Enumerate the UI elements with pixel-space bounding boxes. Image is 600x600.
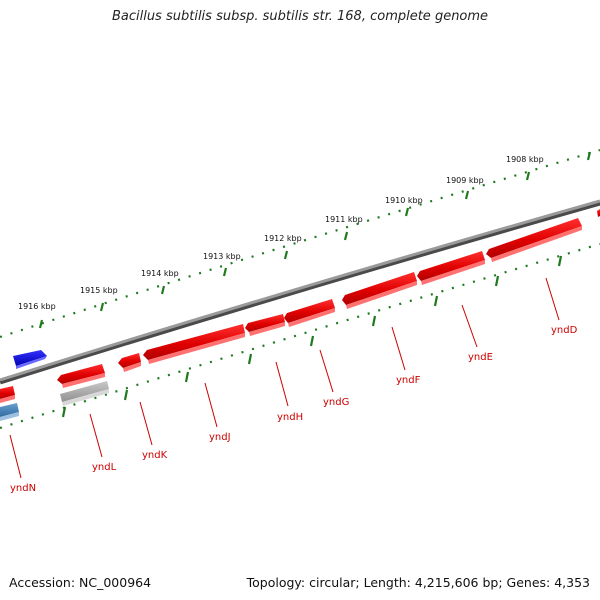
gene-shadow (491, 226, 582, 262)
gene-shadow (0, 395, 15, 403)
kbp-labels: 1908 kbp 1909 kbp 1910 kbp 1911 kbp 1912… (18, 155, 544, 311)
gene-arrow-partial[interactable] (597, 209, 600, 217)
gene-feature[interactable] (486, 218, 582, 262)
gene-shadow (148, 333, 245, 364)
accession-text: Accession: NC_000964 (9, 575, 152, 590)
gene-feature[interactable] (13, 350, 47, 369)
map-title: Bacillus subtilis subsp. subtilis str. 1… (111, 9, 489, 24)
genome-backbone-shadow (0, 200, 600, 385)
gene-feature[interactable] (118, 353, 141, 372)
gene-arrow-blue[interactable] (13, 350, 47, 366)
gene-arrow[interactable] (417, 251, 485, 281)
kbp-label: 1910 kbp (385, 196, 423, 205)
kbp-label: 1915 kbp (80, 286, 118, 295)
gene-shadow (421, 260, 485, 285)
gene-label: yndL (92, 462, 117, 473)
gene-arrow-steel[interactable] (0, 403, 19, 417)
gene-feature[interactable] (0, 386, 15, 403)
kbp-label: 1908 kbp (506, 155, 544, 164)
kbp-label: 1911 kbp (325, 215, 363, 224)
kbp-label: 1914 kbp (141, 269, 179, 278)
gene-feature[interactable] (417, 251, 485, 285)
gene-label: yndJ (209, 432, 231, 443)
gene-shadow (16, 356, 47, 369)
kbp-label: 1909 kbp (446, 176, 484, 185)
gene-feature[interactable] (60, 381, 109, 406)
gene-label: yndK (142, 450, 168, 461)
gene-arrow[interactable] (57, 364, 105, 384)
gene-label: yndN (10, 483, 36, 494)
gene-shadow (62, 389, 109, 406)
gene-shadow (346, 281, 417, 309)
gene-feature[interactable] (245, 314, 285, 336)
gene-feature[interactable] (0, 403, 19, 421)
gene-shadow (288, 308, 335, 327)
gene-arrow[interactable] (143, 324, 245, 360)
kbp-label: 1916 kbp (18, 302, 56, 311)
gene-arrow-gray[interactable] (60, 381, 109, 402)
gene-shadow (123, 362, 141, 372)
gene-label: yndF (396, 375, 421, 386)
gene-label: yndG (323, 397, 349, 408)
kbp-label: 1912 kbp (264, 234, 302, 243)
gene-shadow (0, 412, 19, 421)
gene-feature[interactable] (57, 364, 105, 388)
gene-shadow (249, 322, 285, 336)
gene-feature[interactable] (143, 324, 245, 364)
kbp-label: 1913 kbp (203, 252, 241, 261)
outer-major-ticks (38, 151, 592, 329)
genome-backbone (0, 199, 600, 382)
gene-label: yndE (468, 352, 493, 363)
gene-arrow[interactable] (342, 272, 417, 305)
outer-scale-track (0, 148, 600, 339)
gene-feature[interactable] (342, 272, 417, 309)
gene-label: yndH (277, 412, 303, 423)
gene-label: yndD (551, 325, 578, 336)
gene-feature[interactable] (284, 299, 335, 327)
genome-stats-text: Topology: circular; Length: 4,215,606 bp… (246, 575, 590, 590)
inner-scale-track (0, 242, 600, 430)
gene-arrow[interactable] (118, 353, 141, 368)
gene-arrow[interactable] (486, 218, 582, 258)
gene-label-leaders (9, 277, 560, 479)
gene-arrow[interactable] (0, 386, 15, 399)
gene-labels: yndD yndE yndF yndG yndH yndJ yndK yndL … (10, 325, 578, 494)
gene-arrow[interactable] (245, 314, 285, 332)
gene-arrow[interactable] (284, 299, 335, 323)
inner-major-ticks (61, 255, 563, 418)
gene-shadow (62, 373, 105, 388)
